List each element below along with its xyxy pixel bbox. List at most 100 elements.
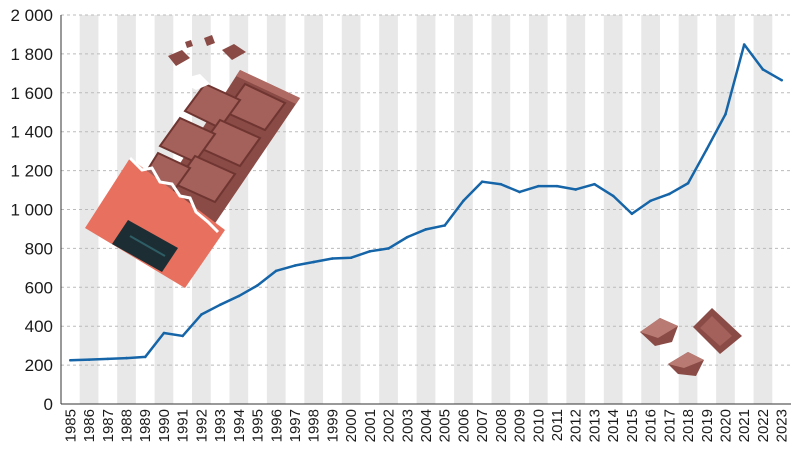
x-tick-label: 2013 xyxy=(586,409,603,442)
x-tick-label: 1987 xyxy=(100,409,117,442)
background-stripe xyxy=(379,15,398,404)
x-tick-label: 1994 xyxy=(231,409,248,442)
x-tick-label: 2011 xyxy=(549,409,566,441)
background-stripe xyxy=(79,15,99,404)
data-point xyxy=(256,284,259,287)
data-point xyxy=(742,43,746,46)
data-point xyxy=(611,194,615,198)
x-tick-label: 1986 xyxy=(81,409,98,442)
data-point xyxy=(69,358,72,362)
x-tick-label: 1989 xyxy=(137,409,154,442)
x-tick-label: 1988 xyxy=(119,409,136,442)
x-tick-label: 2000 xyxy=(343,409,360,442)
data-point xyxy=(162,331,166,335)
x-tick-label: 2004 xyxy=(418,409,435,442)
y-tick-label: 0 xyxy=(44,395,53,414)
x-tick-label: 2019 xyxy=(699,409,716,442)
y-tick-label: 1 200 xyxy=(10,162,53,181)
data-point xyxy=(331,257,334,260)
x-tick-label: 2008 xyxy=(493,409,510,442)
y-tick-label: 400 xyxy=(25,317,53,336)
data-point xyxy=(274,269,278,273)
x-tick-label: 2023 xyxy=(774,409,791,442)
x-tick-label: 1997 xyxy=(287,409,304,442)
x-tick-label: 1999 xyxy=(324,409,341,442)
data-point xyxy=(405,235,409,239)
x-axis: 1985 1986 1987 1988 1989 1990 1991 1992 1993 1994… xyxy=(62,409,790,442)
data-point xyxy=(499,182,503,186)
x-tick-label: 2012 xyxy=(568,409,585,442)
data-point xyxy=(537,184,540,188)
data-point xyxy=(293,264,297,267)
series-group xyxy=(69,43,783,362)
data-point xyxy=(106,357,110,361)
data-point xyxy=(724,112,727,116)
data-point xyxy=(237,294,241,298)
x-tick-label: 1998 xyxy=(306,409,323,442)
data-point xyxy=(630,212,634,216)
y-tick-label: 1 000 xyxy=(10,201,53,220)
chocolate-crumbs xyxy=(168,35,246,66)
x-tick-label: 2022 xyxy=(755,409,772,442)
data-point xyxy=(181,334,184,338)
data-point xyxy=(368,250,372,253)
x-tick-label: 2020 xyxy=(717,409,734,442)
data-point xyxy=(200,313,203,316)
x-tick-label: 1992 xyxy=(193,409,210,442)
x-tick-label: 1996 xyxy=(268,409,285,442)
background-stripe xyxy=(716,15,735,404)
y-tick-label: 1 800 xyxy=(10,45,53,64)
background-stripe xyxy=(528,15,548,404)
data-point xyxy=(443,224,447,227)
x-tick-label: 2017 xyxy=(661,409,678,442)
chocolate-pieces-illustration xyxy=(640,308,742,376)
x-tick-label: 2014 xyxy=(605,409,622,442)
data-point xyxy=(424,228,428,231)
data-point xyxy=(462,199,465,203)
x-tick-label: 1993 xyxy=(212,409,229,442)
background-stripe xyxy=(416,15,436,404)
data-point xyxy=(574,188,578,191)
x-tick-label: 1985 xyxy=(62,409,79,442)
x-tick-label: 2006 xyxy=(455,409,472,442)
x-tick-label: 2016 xyxy=(643,409,660,442)
data-point xyxy=(686,181,690,185)
chocolate-bar-illustration xyxy=(85,70,300,288)
data-point xyxy=(125,356,128,360)
background-stripe xyxy=(566,15,586,404)
data-point xyxy=(761,68,765,71)
data-point xyxy=(218,303,222,307)
y-tick-label: 600 xyxy=(25,278,53,297)
x-tick-label: 2001 xyxy=(362,409,379,442)
x-tick-label: 2003 xyxy=(399,409,416,442)
data-point xyxy=(349,256,353,260)
data-point xyxy=(705,147,709,151)
x-tick-label: 2007 xyxy=(474,409,491,442)
data-point xyxy=(387,247,390,250)
data-point xyxy=(780,78,783,82)
data-point xyxy=(555,184,559,188)
data-point xyxy=(518,190,521,194)
background-stripe xyxy=(678,15,698,404)
data-point xyxy=(668,192,671,196)
y-tick-label: 200 xyxy=(25,356,53,375)
y-tick-label: 2 000 xyxy=(10,6,53,25)
data-point xyxy=(87,358,91,361)
y-tick-label: 800 xyxy=(25,239,53,258)
x-tick-label: 2005 xyxy=(437,409,454,442)
y-axis: 0 200 400 600 800 1 000 1 200 1 400 1 600 1 800 2 … xyxy=(10,6,791,414)
y-tick-label: 1 400 xyxy=(10,123,53,142)
data-point xyxy=(143,355,147,359)
x-tick-label: 2002 xyxy=(381,409,398,442)
x-tick-label: 1995 xyxy=(250,409,267,442)
y-tick-label: 1 600 xyxy=(10,84,53,103)
x-tick-label: 2009 xyxy=(512,409,529,442)
background-stripe xyxy=(753,15,773,404)
data-point xyxy=(593,182,596,186)
x-tick-label: 1990 xyxy=(156,409,173,442)
data-point xyxy=(649,199,652,203)
x-tick-label: 1991 xyxy=(175,409,192,442)
data-point xyxy=(480,180,484,183)
background-stripe xyxy=(266,15,286,404)
